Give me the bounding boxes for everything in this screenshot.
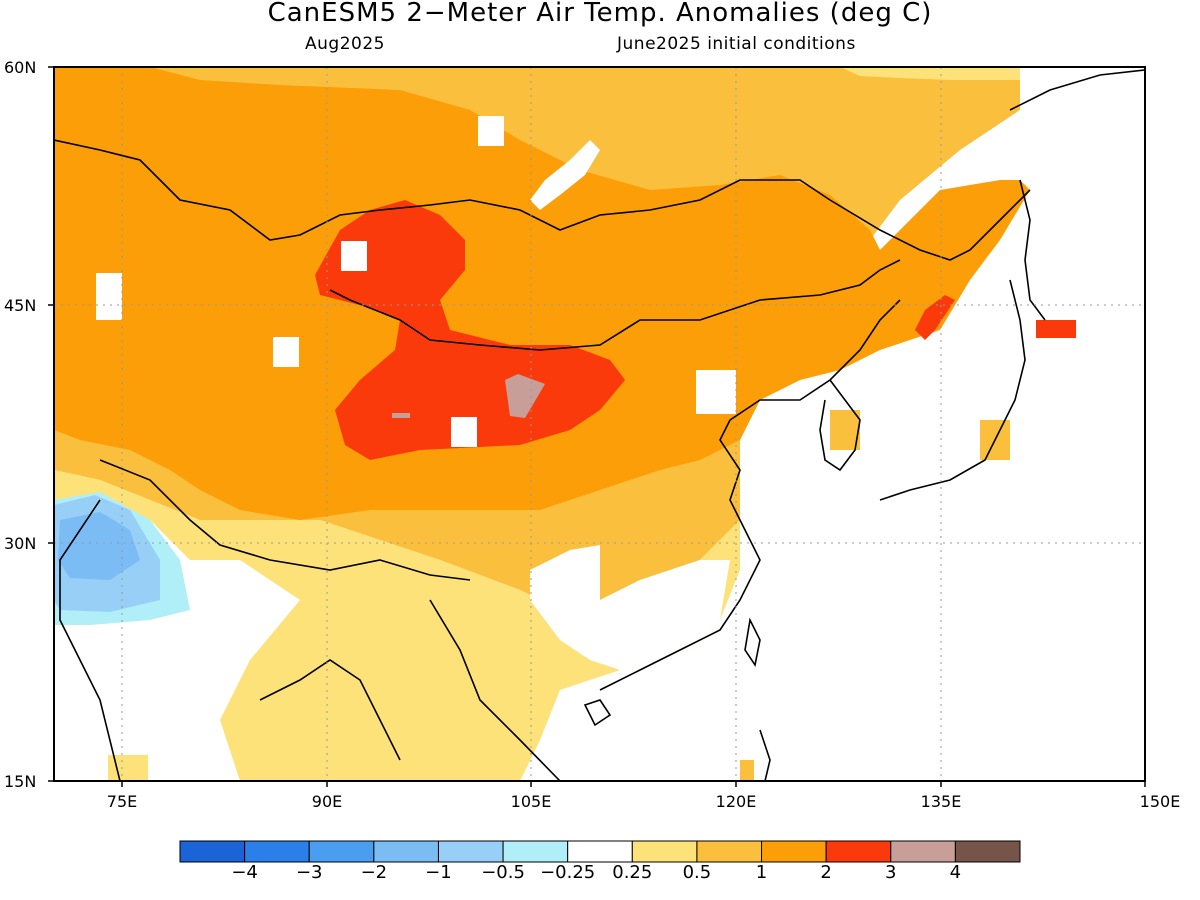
coast-okhotsk bbox=[1009, 69, 1145, 111]
coast-korea bbox=[819, 379, 861, 472]
colorbar-label: −1 bbox=[425, 862, 452, 883]
anomaly-region-2-3-east bbox=[915, 295, 955, 340]
anomaly-region-near-zero bbox=[530, 545, 730, 670]
lat-label-15n: 15N bbox=[4, 772, 37, 791]
coast-sakhalin bbox=[1019, 179, 1046, 321]
colorbar-label: 3 bbox=[885, 862, 897, 883]
lon-label-150e: 150E bbox=[1139, 792, 1181, 811]
colorbar-label: −3 bbox=[295, 862, 323, 883]
lon-label-120e: 120E bbox=[715, 792, 757, 811]
colorbar-swatch bbox=[825, 840, 892, 863]
coast-taiwan bbox=[744, 617, 761, 668]
coast-south-asia bbox=[59, 499, 121, 781]
colorbar-label: −2 bbox=[360, 862, 388, 883]
lake-mask-baikal bbox=[530, 140, 600, 210]
colorbar-label: −0.25 bbox=[540, 862, 596, 883]
valid-month: Aug2025 bbox=[305, 34, 385, 54]
colorbar-swatch bbox=[308, 840, 375, 863]
lat-label-45n: 45N bbox=[4, 296, 37, 315]
anomaly-region-3-4-small bbox=[392, 413, 410, 418]
axis-ticks bbox=[48, 66, 1146, 787]
colorbar-label: −0.5 bbox=[481, 862, 525, 883]
colorbar-swatch bbox=[696, 840, 763, 863]
colorbar-swatch bbox=[631, 840, 698, 863]
lon-label-135e: 135E bbox=[920, 792, 962, 811]
lake-mask-qinghai bbox=[451, 417, 477, 447]
lake-mask-uvs bbox=[341, 241, 367, 271]
colorbar-label: 1 bbox=[755, 862, 768, 883]
lon-label-90e: 90E bbox=[311, 792, 343, 811]
sea-mask-bohai bbox=[696, 370, 736, 414]
anomaly-region-taiwan bbox=[740, 760, 754, 781]
colorbar-label: 0.5 bbox=[682, 862, 712, 883]
anomaly-region-korea bbox=[830, 410, 860, 450]
lon-label-75e: 75E bbox=[106, 792, 138, 811]
colorbar-swatch bbox=[437, 840, 504, 863]
colorbar-label: 2 bbox=[820, 862, 832, 883]
coastlines bbox=[54, 69, 1145, 781]
colorbar-swatch bbox=[502, 840, 569, 863]
colorbar-swatch bbox=[954, 840, 1021, 863]
colorbar-swatch bbox=[567, 840, 633, 863]
colorbar-label: 0.25 bbox=[612, 862, 653, 883]
colorbar-swatch bbox=[179, 840, 246, 863]
anomaly-region-0.25-0.5-north bbox=[840, 67, 1020, 80]
lat-label-60n: 60N bbox=[4, 58, 37, 77]
colorbar-swatch bbox=[761, 840, 827, 863]
coast-japan bbox=[879, 279, 1026, 501]
lake-mask-caspian bbox=[96, 273, 122, 320]
colorbar-swatch bbox=[373, 840, 439, 863]
anomaly-region-neg-1 bbox=[58, 512, 140, 580]
map-frame bbox=[53, 66, 1146, 782]
colorbar-swatch bbox=[890, 840, 956, 863]
border-himalaya bbox=[99, 459, 471, 581]
anomaly-field bbox=[54, 67, 1145, 781]
coast-indochina bbox=[429, 599, 561, 781]
colorbar bbox=[179, 840, 1021, 863]
coast-hainan bbox=[583, 699, 612, 727]
colorbar-label: −4 bbox=[231, 862, 258, 883]
coast-bay-bengal bbox=[259, 659, 401, 761]
map-title: CanESM5 2−Meter Air Temp. Anomalies (deg… bbox=[267, 0, 933, 28]
anomaly-region-0.25-0.5 bbox=[54, 470, 740, 781]
colorbar-label: 4 bbox=[949, 862, 962, 883]
border-mongolia-china bbox=[329, 259, 901, 351]
anomaly-region-2-3 bbox=[315, 200, 625, 460]
lon-label-105e: 105E bbox=[510, 792, 552, 811]
lake-mask-north bbox=[478, 116, 504, 146]
border-russia-kazakh bbox=[54, 139, 1031, 261]
lake-mask-balkhash bbox=[273, 337, 299, 367]
coast-china-east bbox=[599, 299, 901, 691]
gridlines bbox=[54, 67, 1145, 781]
anomaly-region-3-4 bbox=[505, 374, 545, 418]
anomaly-region-2-3-hokkaido bbox=[1036, 320, 1076, 338]
initial-conditions: June2025 initial conditions bbox=[617, 34, 856, 54]
lat-label-30n: 30N bbox=[4, 534, 37, 553]
colorbar-swatch bbox=[244, 840, 310, 863]
coast-philippines bbox=[759, 729, 771, 781]
